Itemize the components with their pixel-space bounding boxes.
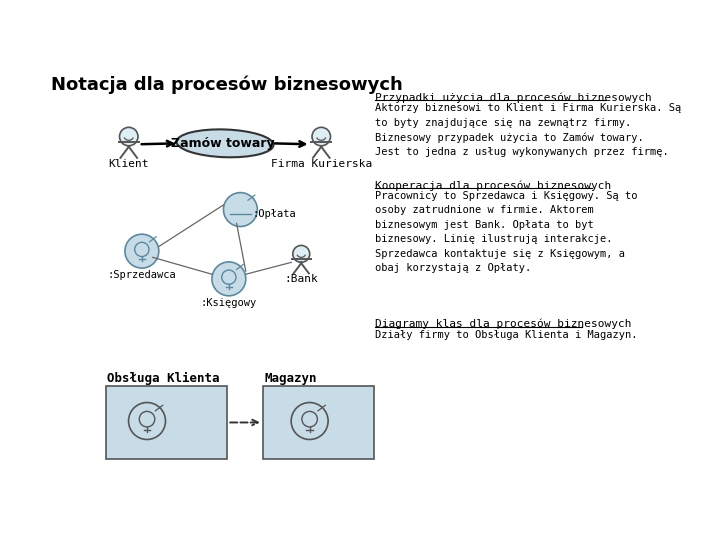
Circle shape — [291, 402, 328, 440]
Text: :Opłata: :Opłata — [253, 209, 297, 219]
Text: Zamów towary: Zamów towary — [171, 137, 274, 150]
Text: Klient: Klient — [109, 159, 149, 168]
Bar — [106, 386, 228, 459]
Text: Działy firmy to Obsługa Klienta i Magazyn.: Działy firmy to Obsługa Klienta i Magazy… — [375, 330, 638, 340]
Text: Magazyn: Magazyn — [264, 372, 317, 385]
Text: Kooperacja dla procesów biznesowych: Kooperacja dla procesów biznesowych — [375, 180, 611, 191]
Circle shape — [120, 127, 138, 146]
Text: Przypadki użycia dla procesów biznesowych: Przypadki użycia dla procesów biznesowyc… — [375, 92, 652, 103]
Text: :Księgowy: :Księgowy — [201, 298, 257, 308]
Text: Pracownicy to Sprzedawca i Księgowy. Są to
osoby zatrudnione w firmie. Aktorem
b: Pracownicy to Sprzedawca i Księgowy. Są … — [375, 191, 638, 273]
Text: Diagramy klas dla procesów biznesowych: Diagramy klas dla procesów biznesowych — [375, 319, 631, 329]
Text: Aktorzy biznesowi to Klient i Firma Kurierska. Są
to byty znajdujące się na zewn: Aktorzy biznesowi to Klient i Firma Kuri… — [375, 103, 681, 157]
Circle shape — [312, 127, 330, 146]
Text: Notacja dla procesów biznesowych: Notacja dla procesów biznesowych — [50, 76, 402, 94]
Circle shape — [293, 246, 310, 262]
Text: :Bank: :Bank — [284, 274, 318, 284]
Text: :Sprzedawca: :Sprzedawca — [107, 271, 176, 280]
Text: Obsługa Klienta: Obsługa Klienta — [107, 372, 220, 385]
Bar — [263, 386, 374, 459]
Ellipse shape — [176, 130, 274, 157]
Circle shape — [212, 262, 246, 296]
Circle shape — [125, 234, 159, 268]
Circle shape — [129, 402, 166, 440]
Circle shape — [223, 193, 257, 226]
Text: Firma Kurierska: Firma Kurierska — [271, 159, 372, 168]
